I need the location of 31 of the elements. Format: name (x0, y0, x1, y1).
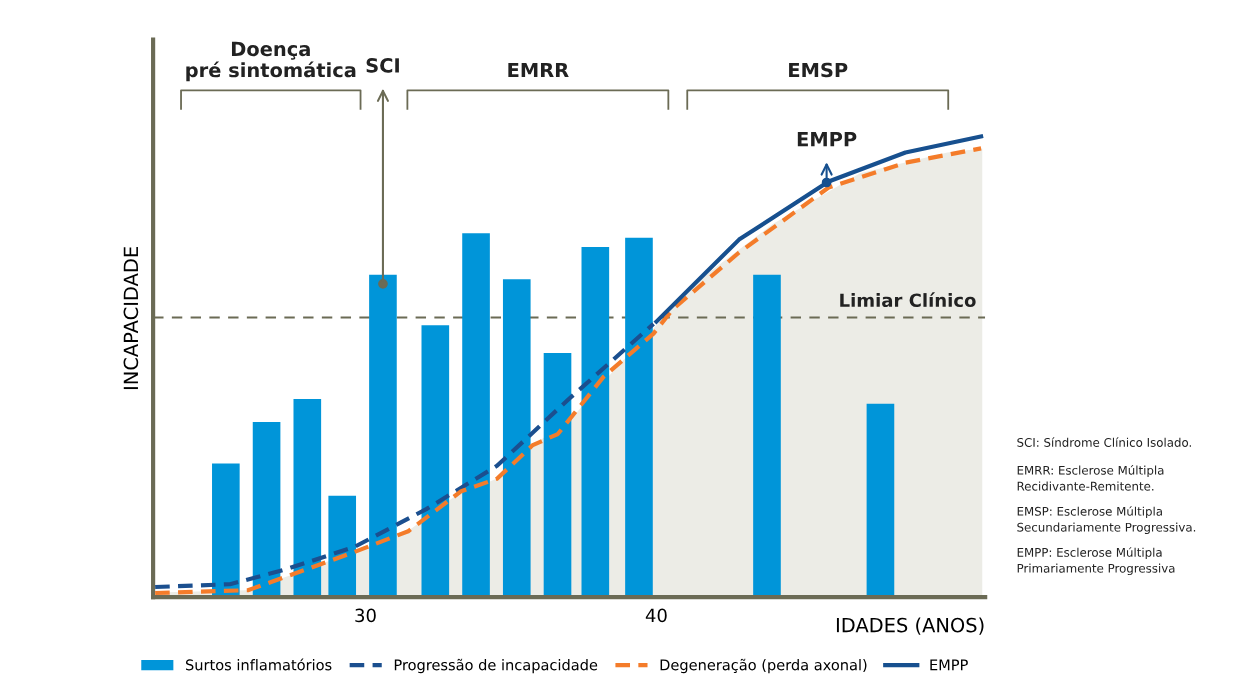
bar (252, 422, 281, 598)
legend-label: Degeneração (perda axonal) (660, 658, 867, 674)
ref-line-label: Limiar Clínico (840, 292, 976, 308)
legend-label: Progressão de incapacidade (394, 658, 598, 674)
text: EMRR (508, 62, 569, 78)
x-tick-label: 40 (645, 608, 667, 623)
bar (866, 403, 895, 598)
y-axis-title: INCAPACIDADE (123, 247, 139, 390)
bar (753, 274, 781, 598)
bar (543, 352, 572, 598)
bar (293, 399, 322, 598)
legend-label: Surtos inflamatórios (185, 658, 332, 671)
bar (502, 279, 531, 598)
annotation: SCI (366, 58, 399, 73)
text: EMSP (789, 62, 848, 78)
text: EMRR: Esclerose Múltipla Recidivante-Remitente. (1017, 465, 1164, 491)
x-axis-title: IDADES (ANOS) (836, 617, 984, 635)
bar (625, 237, 653, 598)
bar (581, 246, 610, 598)
bar (421, 325, 450, 598)
bar (369, 274, 397, 598)
bar (212, 463, 240, 598)
text: EMPP: Esclerose Múltipla Primariamente Progressiva (1017, 547, 1175, 576)
annotation: EMPP (797, 132, 857, 147)
text: Doença pré sintomática (186, 41, 356, 82)
text: SCI: Síndrome Clínico Isolado. (1017, 437, 1191, 447)
bar (462, 233, 490, 598)
bar (328, 495, 357, 598)
text: EMSP: Esclerose Múltipla Secundariamente Progressiva. (1017, 506, 1196, 534)
x-tick-label: 30 (355, 608, 376, 623)
legend-label: EMPP (930, 659, 968, 671)
